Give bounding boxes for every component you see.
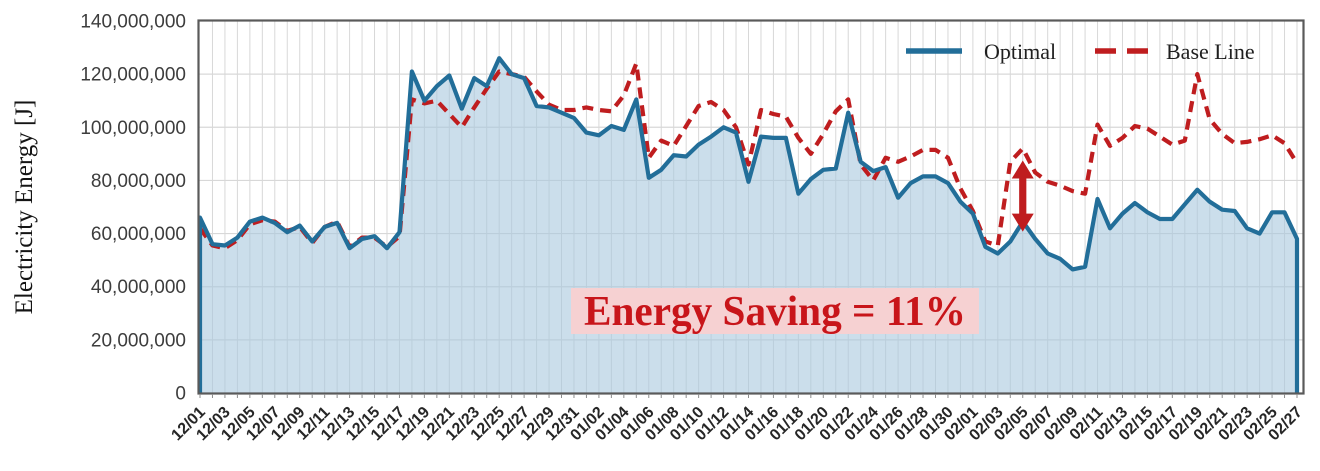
x-axis-labels: 12/0112/0312/0512/0712/0912/1112/1312/15… xyxy=(168,404,1305,444)
annotation-box xyxy=(571,288,979,334)
y-tick-label: 120,000,000 xyxy=(80,65,186,86)
y-tick-label: 20,000,000 xyxy=(91,330,186,351)
plot-border xyxy=(197,19,1305,395)
y-tick-label: 60,000,000 xyxy=(91,224,186,245)
y-tick-label: 0 xyxy=(175,384,186,405)
legend-baseline-label: Base Line xyxy=(1166,39,1255,64)
y-axis-labels: 0 20,000,000 40,000,000 60,000,000 80,000,00… xyxy=(80,12,186,405)
y-axis-title: Electricity Energy [J] xyxy=(11,100,38,315)
annotation: Energy Saving = 11% xyxy=(571,288,979,335)
area-fill xyxy=(200,58,1297,393)
y-tick-label: 80,000,000 xyxy=(91,171,186,192)
annotation-text: Energy Saving = 11% xyxy=(584,289,966,335)
y-tick-label: 100,000,000 xyxy=(80,118,186,139)
y-tick-label: 140,000,000 xyxy=(80,12,186,33)
legend-optimal-label: Optimal xyxy=(984,39,1056,64)
optimal-series-line xyxy=(197,56,1300,393)
x-axis-ticks xyxy=(199,394,1298,398)
legend: Optimal Base Line xyxy=(906,39,1255,64)
y-tick-label: 40,000,000 xyxy=(91,277,186,298)
saving-gap-arrow xyxy=(1011,160,1034,232)
